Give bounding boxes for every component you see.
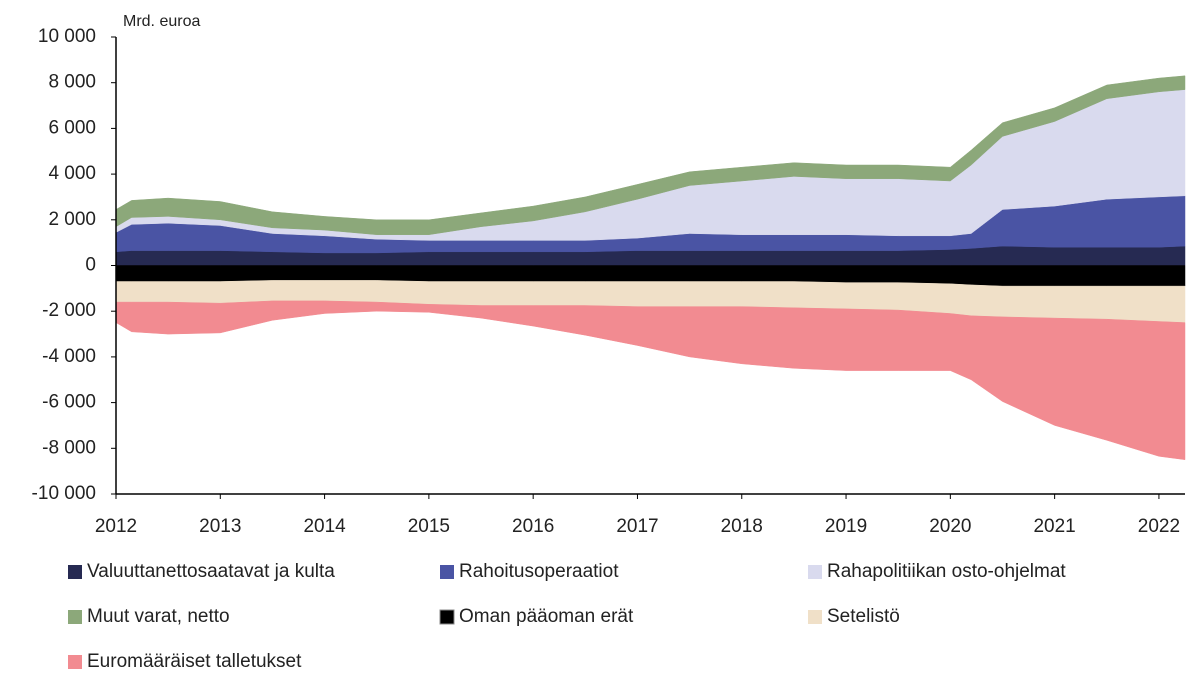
y-tick-label: -6 000 <box>42 392 96 413</box>
legend-swatch <box>439 609 455 625</box>
legend-label: Rahapolitiikan osto-ohjelmat <box>827 561 1066 582</box>
x-tick-label: 2012 <box>95 516 137 537</box>
y-tick-label: -2 000 <box>42 300 96 321</box>
legend-label: Setelistö <box>827 606 900 627</box>
x-tick-label: 2015 <box>408 516 450 537</box>
area <box>115 300 1186 460</box>
x-tick-label: 2018 <box>721 516 763 537</box>
legend-swatch <box>68 565 82 579</box>
y-tick-label: 10 000 <box>38 26 96 47</box>
legend-swatch <box>68 655 82 669</box>
x-tick-label: 2017 <box>616 516 658 537</box>
legend-label: Euromääräiset talletukset <box>87 651 302 672</box>
area <box>115 75 1186 235</box>
legend-label: Valuuttanettosaatavat ja kulta <box>87 561 335 582</box>
x-tick-label: 2022 <box>1138 516 1180 537</box>
x-tick-label: 2019 <box>825 516 867 537</box>
legend-swatch <box>808 565 822 579</box>
legend-label: Muut varat, netto <box>87 606 230 627</box>
y-tick-label: 8 000 <box>48 72 96 93</box>
y-tick-label: 4 000 <box>48 163 96 184</box>
x-tick-label: 2014 <box>303 516 346 537</box>
legend-swatch <box>808 610 822 624</box>
legend-swatch <box>440 565 454 579</box>
y-tick-label: -8 000 <box>42 437 96 458</box>
y-tick-label: 6 000 <box>48 117 96 138</box>
x-tick-label: 2016 <box>512 516 554 537</box>
y-tick-label: 0 <box>85 255 96 276</box>
y-tick-label: -10 000 <box>32 483 96 504</box>
y-tick-label: 2 000 <box>48 209 96 230</box>
legend-label: Rahoitusoperaatiot <box>459 561 619 582</box>
y-tick-label: -4 000 <box>42 346 96 367</box>
unit-label: Mrd. euroa <box>123 13 200 30</box>
x-tick-label: 2020 <box>929 516 971 537</box>
legend-swatch <box>68 610 82 624</box>
legend-label: Oman pääoman erät <box>459 606 634 627</box>
x-tick-label: 2013 <box>199 516 241 537</box>
x-tick-label: 2021 <box>1033 516 1075 537</box>
